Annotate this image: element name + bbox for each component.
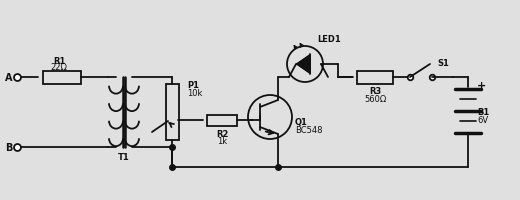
- Text: B1: B1: [477, 108, 489, 117]
- Text: R2: R2: [216, 130, 228, 139]
- Bar: [165, 85, 178, 140]
- Text: S1: S1: [437, 59, 449, 68]
- Text: 6V: 6V: [477, 116, 488, 125]
- Text: B: B: [5, 142, 12, 152]
- Text: BC548: BC548: [295, 126, 322, 135]
- Polygon shape: [297, 56, 310, 74]
- Text: 560Ω: 560Ω: [364, 95, 386, 104]
- Bar: [43, 71, 81, 84]
- Text: 1k: 1k: [217, 137, 227, 146]
- Text: 10k: 10k: [187, 89, 202, 98]
- Text: 22Ω: 22Ω: [50, 63, 68, 72]
- Text: P1: P1: [187, 81, 199, 90]
- Text: T1: T1: [118, 153, 130, 162]
- Text: R1: R1: [53, 56, 65, 65]
- Text: Q1: Q1: [295, 118, 308, 127]
- Bar: [207, 115, 237, 126]
- Text: LED1: LED1: [317, 34, 341, 43]
- Text: A: A: [5, 73, 12, 83]
- Text: R3: R3: [369, 87, 381, 96]
- Text: +: +: [477, 81, 486, 91]
- Bar: [357, 71, 393, 84]
